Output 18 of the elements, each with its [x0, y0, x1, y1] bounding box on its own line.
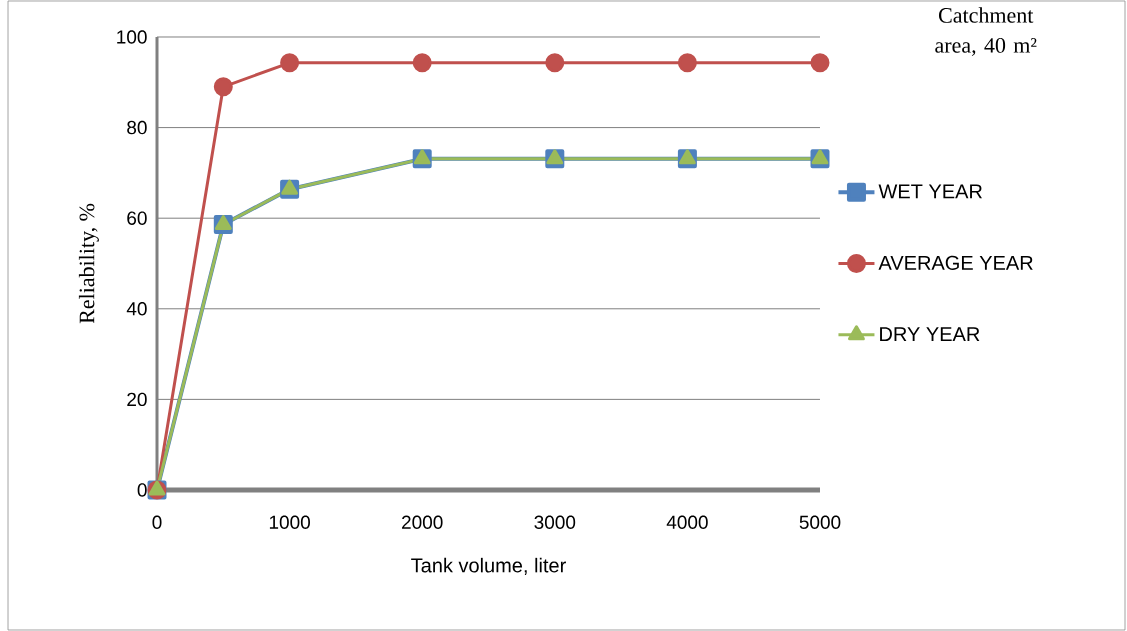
y-axis-title: Reliability, % — [78, 203, 99, 324]
x-tick-label: 3000 — [534, 515, 576, 529]
x-tick-label: 5000 — [799, 515, 841, 529]
y-tick-label: 80 — [127, 120, 147, 135]
y-tick-label: 40 — [126, 302, 147, 316]
x-tick-label: 1000 — [269, 515, 310, 529]
legend-label: AVERAGE YEAR — [878, 255, 1033, 270]
x-tick-label: 2000 — [402, 515, 443, 529]
x-tick-label: 0 — [152, 515, 162, 529]
y-tick-label: 60 — [127, 211, 147, 225]
x-tick-label: 4000 — [666, 515, 708, 529]
legend-label: DRY YEAR — [880, 327, 980, 341]
x-axis-title: Tank volume, liter — [411, 557, 566, 575]
text: Catchment area, 40 m² — [935, 7, 1037, 56]
y-tick-label: 0 — [137, 483, 147, 497]
legend-label: WET YEAR — [878, 184, 982, 199]
y-tick-label: 100 — [117, 30, 147, 44]
y-tick-label: 20 — [127, 392, 147, 407]
